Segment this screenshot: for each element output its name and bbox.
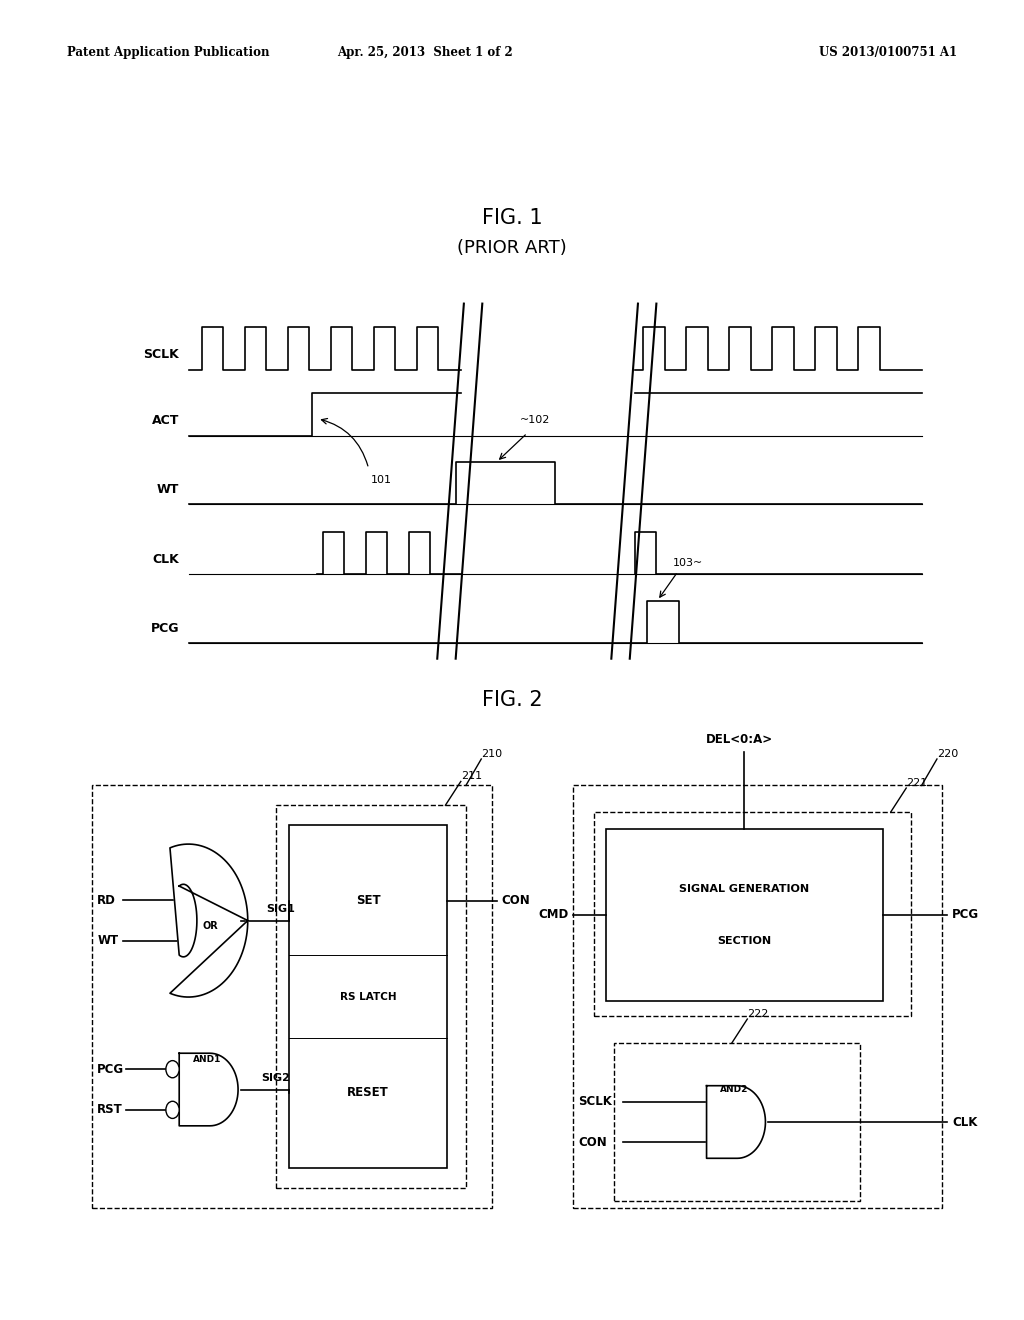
Text: SECTION: SECTION bbox=[718, 936, 771, 945]
Text: SCLK: SCLK bbox=[579, 1096, 612, 1109]
Text: Apr. 25, 2013  Sheet 1 of 2: Apr. 25, 2013 Sheet 1 of 2 bbox=[337, 46, 513, 59]
Text: (PRIOR ART): (PRIOR ART) bbox=[457, 239, 567, 257]
Text: RST: RST bbox=[97, 1104, 123, 1117]
Polygon shape bbox=[707, 1085, 765, 1159]
Text: WT: WT bbox=[157, 483, 179, 496]
Text: 211: 211 bbox=[461, 771, 482, 781]
Bar bbox=[573, 785, 942, 1208]
Bar bbox=[614, 1043, 860, 1201]
Text: PCG: PCG bbox=[97, 1063, 124, 1076]
Text: AND2: AND2 bbox=[720, 1085, 749, 1094]
Text: RESET: RESET bbox=[347, 1086, 389, 1100]
Text: FIG. 1: FIG. 1 bbox=[481, 207, 543, 228]
Text: 222: 222 bbox=[748, 1008, 769, 1019]
Bar bbox=[276, 805, 466, 1188]
Bar bbox=[289, 825, 447, 1168]
Text: CLK: CLK bbox=[952, 1115, 978, 1129]
Bar bbox=[606, 829, 883, 1001]
Text: OR: OR bbox=[202, 921, 218, 932]
Circle shape bbox=[166, 1101, 179, 1118]
Circle shape bbox=[166, 1061, 179, 1077]
Text: 103~: 103~ bbox=[673, 557, 703, 568]
Text: PCG: PCG bbox=[151, 622, 179, 635]
Text: 221: 221 bbox=[906, 777, 928, 788]
Text: US 2013/0100751 A1: US 2013/0100751 A1 bbox=[819, 46, 957, 59]
Text: WT: WT bbox=[97, 935, 119, 948]
Text: PCG: PCG bbox=[952, 908, 979, 921]
Text: SIGNAL GENERATION: SIGNAL GENERATION bbox=[679, 884, 810, 894]
Text: RS LATCH: RS LATCH bbox=[340, 991, 396, 1002]
Text: 101: 101 bbox=[371, 475, 392, 486]
Text: SCLK: SCLK bbox=[143, 348, 179, 362]
Text: SIG1: SIG1 bbox=[266, 904, 295, 913]
Text: 220: 220 bbox=[937, 748, 958, 759]
Text: 210: 210 bbox=[481, 748, 503, 759]
Polygon shape bbox=[179, 1053, 238, 1126]
Bar bbox=[92, 785, 492, 1208]
Text: ~102: ~102 bbox=[520, 414, 551, 425]
Text: Patent Application Publication: Patent Application Publication bbox=[67, 46, 269, 59]
Bar bbox=[594, 812, 911, 1016]
Text: CMD: CMD bbox=[538, 908, 568, 921]
Text: CON: CON bbox=[579, 1135, 607, 1148]
Text: FIG. 2: FIG. 2 bbox=[481, 689, 543, 710]
Text: SET: SET bbox=[355, 894, 381, 907]
Text: SIG2: SIG2 bbox=[261, 1073, 290, 1082]
Text: AND1: AND1 bbox=[193, 1055, 221, 1064]
Text: RD: RD bbox=[97, 894, 116, 907]
Text: ACT: ACT bbox=[152, 414, 179, 428]
Polygon shape bbox=[170, 843, 248, 997]
Text: DEL<0:A>: DEL<0:A> bbox=[706, 733, 773, 746]
Text: CON: CON bbox=[502, 894, 530, 907]
Text: CLK: CLK bbox=[153, 553, 179, 566]
